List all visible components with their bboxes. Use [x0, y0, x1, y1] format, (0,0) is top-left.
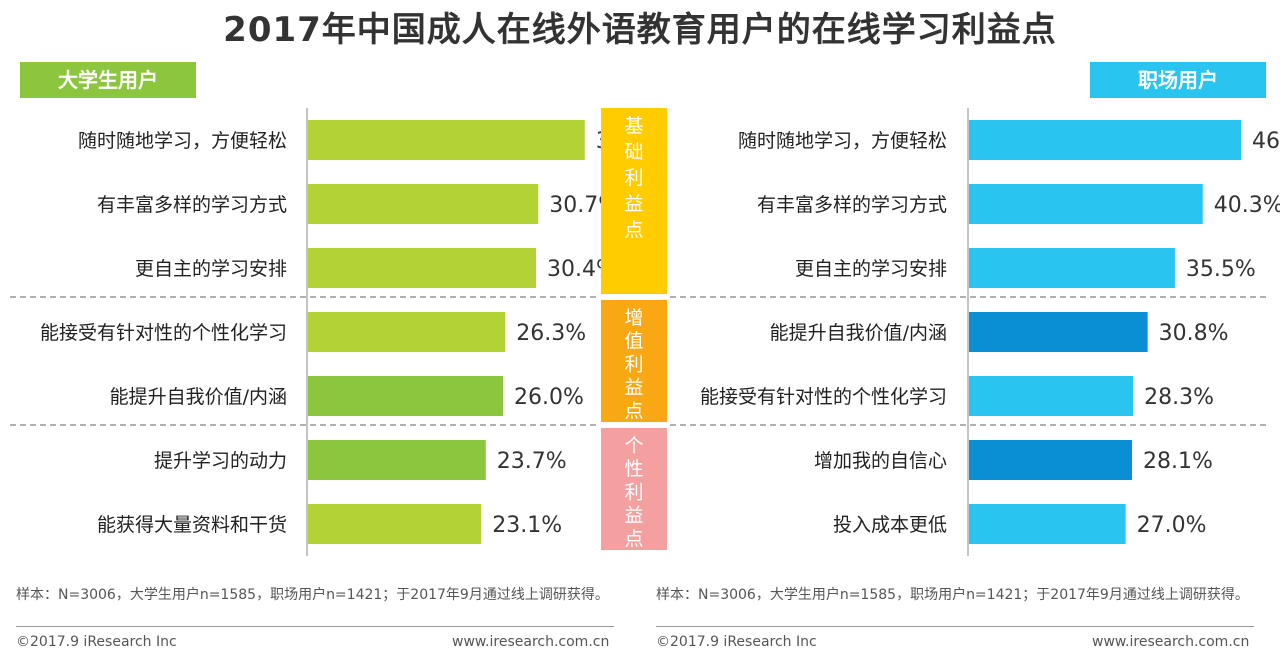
bar-label-workplace-2: 有丰富多样的学习方式 — [757, 194, 947, 216]
bar-student-5 — [308, 376, 503, 416]
bar-label-student-1: 随时随地学习，方便轻松 — [78, 130, 287, 152]
bar-workplace-6 — [969, 440, 1132, 480]
footer-rule-left — [16, 626, 614, 627]
category-block-2 — [601, 300, 667, 422]
website-right: www.iresearch.com.cn — [1092, 634, 1250, 650]
value-label-workplace-3: 35.5% — [1186, 257, 1256, 282]
value-label-workplace-1: 46.9% — [1252, 129, 1280, 154]
bar-student-3 — [308, 248, 536, 288]
student-users-tag: 大学生用户 — [20, 62, 196, 98]
bar-label-student-2: 有丰富多样的学习方式 — [97, 194, 287, 216]
bar-student-2 — [308, 184, 539, 224]
value-label-student-4: 26.3% — [516, 321, 586, 346]
bar-workplace-1 — [969, 120, 1242, 160]
bar-workplace-4 — [969, 312, 1148, 352]
category-block-3 — [601, 428, 667, 550]
bar-student-6 — [308, 440, 486, 480]
bar-label-workplace-7: 投入成本更低 — [833, 514, 947, 536]
value-label-workplace-4: 30.8% — [1159, 321, 1229, 346]
bar-label-workplace-1: 随时随地学习，方便轻松 — [738, 130, 947, 152]
website-left: www.iresearch.com.cn — [452, 634, 610, 650]
bar-student-1 — [308, 120, 585, 160]
value-label-workplace-2: 40.3% — [1214, 193, 1280, 218]
category-label-3: 个性利益点 — [624, 435, 643, 550]
bar-label-workplace-5: 能接受有针对性的个性化学习 — [700, 386, 947, 408]
bar-student-4 — [308, 312, 506, 352]
bar-student-7 — [308, 504, 482, 544]
value-label-workplace-5: 28.3% — [1144, 385, 1214, 410]
value-label-student-6: 23.7% — [497, 449, 567, 474]
bar-label-student-7: 能获得大量资料和干货 — [97, 514, 287, 536]
sample-note-right: 样本：N=3006，大学生用户n=1585，职场用户n=1421；于2017年9… — [656, 587, 1249, 603]
bar-workplace-5 — [969, 376, 1134, 416]
bar-label-student-6: 提升学习的动力 — [154, 450, 287, 472]
bar-label-student-3: 更自主的学习安排 — [135, 258, 287, 280]
value-label-workplace-7: 27.0% — [1137, 513, 1207, 538]
chart-title: 2017年中国成人在线外语教育用户的在线学习利益点 — [223, 10, 1057, 50]
category-block-1 — [601, 108, 667, 294]
category-label-2: 增值利益点 — [624, 307, 643, 422]
bar-label-workplace-3: 更自主的学习安排 — [795, 258, 947, 280]
copyright-left: ©2017.9 iResearch Inc — [16, 634, 177, 650]
bar-label-workplace-4: 能提升自我价值/内涵 — [770, 322, 947, 344]
footer-rule-right — [656, 626, 1254, 627]
category-label-1: 基础利益点 — [624, 115, 643, 241]
value-label-student-7: 23.1% — [492, 513, 562, 538]
bar-workplace-7 — [969, 504, 1126, 544]
bar-workplace-3 — [969, 248, 1175, 288]
bar-label-student-4: 能接受有针对性的个性化学习 — [40, 322, 287, 344]
bar-label-student-5: 能提升自我价值/内涵 — [110, 386, 287, 408]
value-label-workplace-6: 28.1% — [1143, 449, 1213, 474]
sample-note-left: 样本：N=3006，大学生用户n=1585，职场用户n=1421；于2017年9… — [16, 587, 609, 603]
copyright-right: ©2017.9 iResearch Inc — [656, 634, 817, 650]
value-label-student-5: 26.0% — [514, 385, 584, 410]
bar-workplace-2 — [969, 184, 1203, 224]
bar-label-workplace-6: 增加我的自信心 — [814, 450, 947, 472]
workplace-users-tag: 职场用户 — [1090, 62, 1266, 98]
